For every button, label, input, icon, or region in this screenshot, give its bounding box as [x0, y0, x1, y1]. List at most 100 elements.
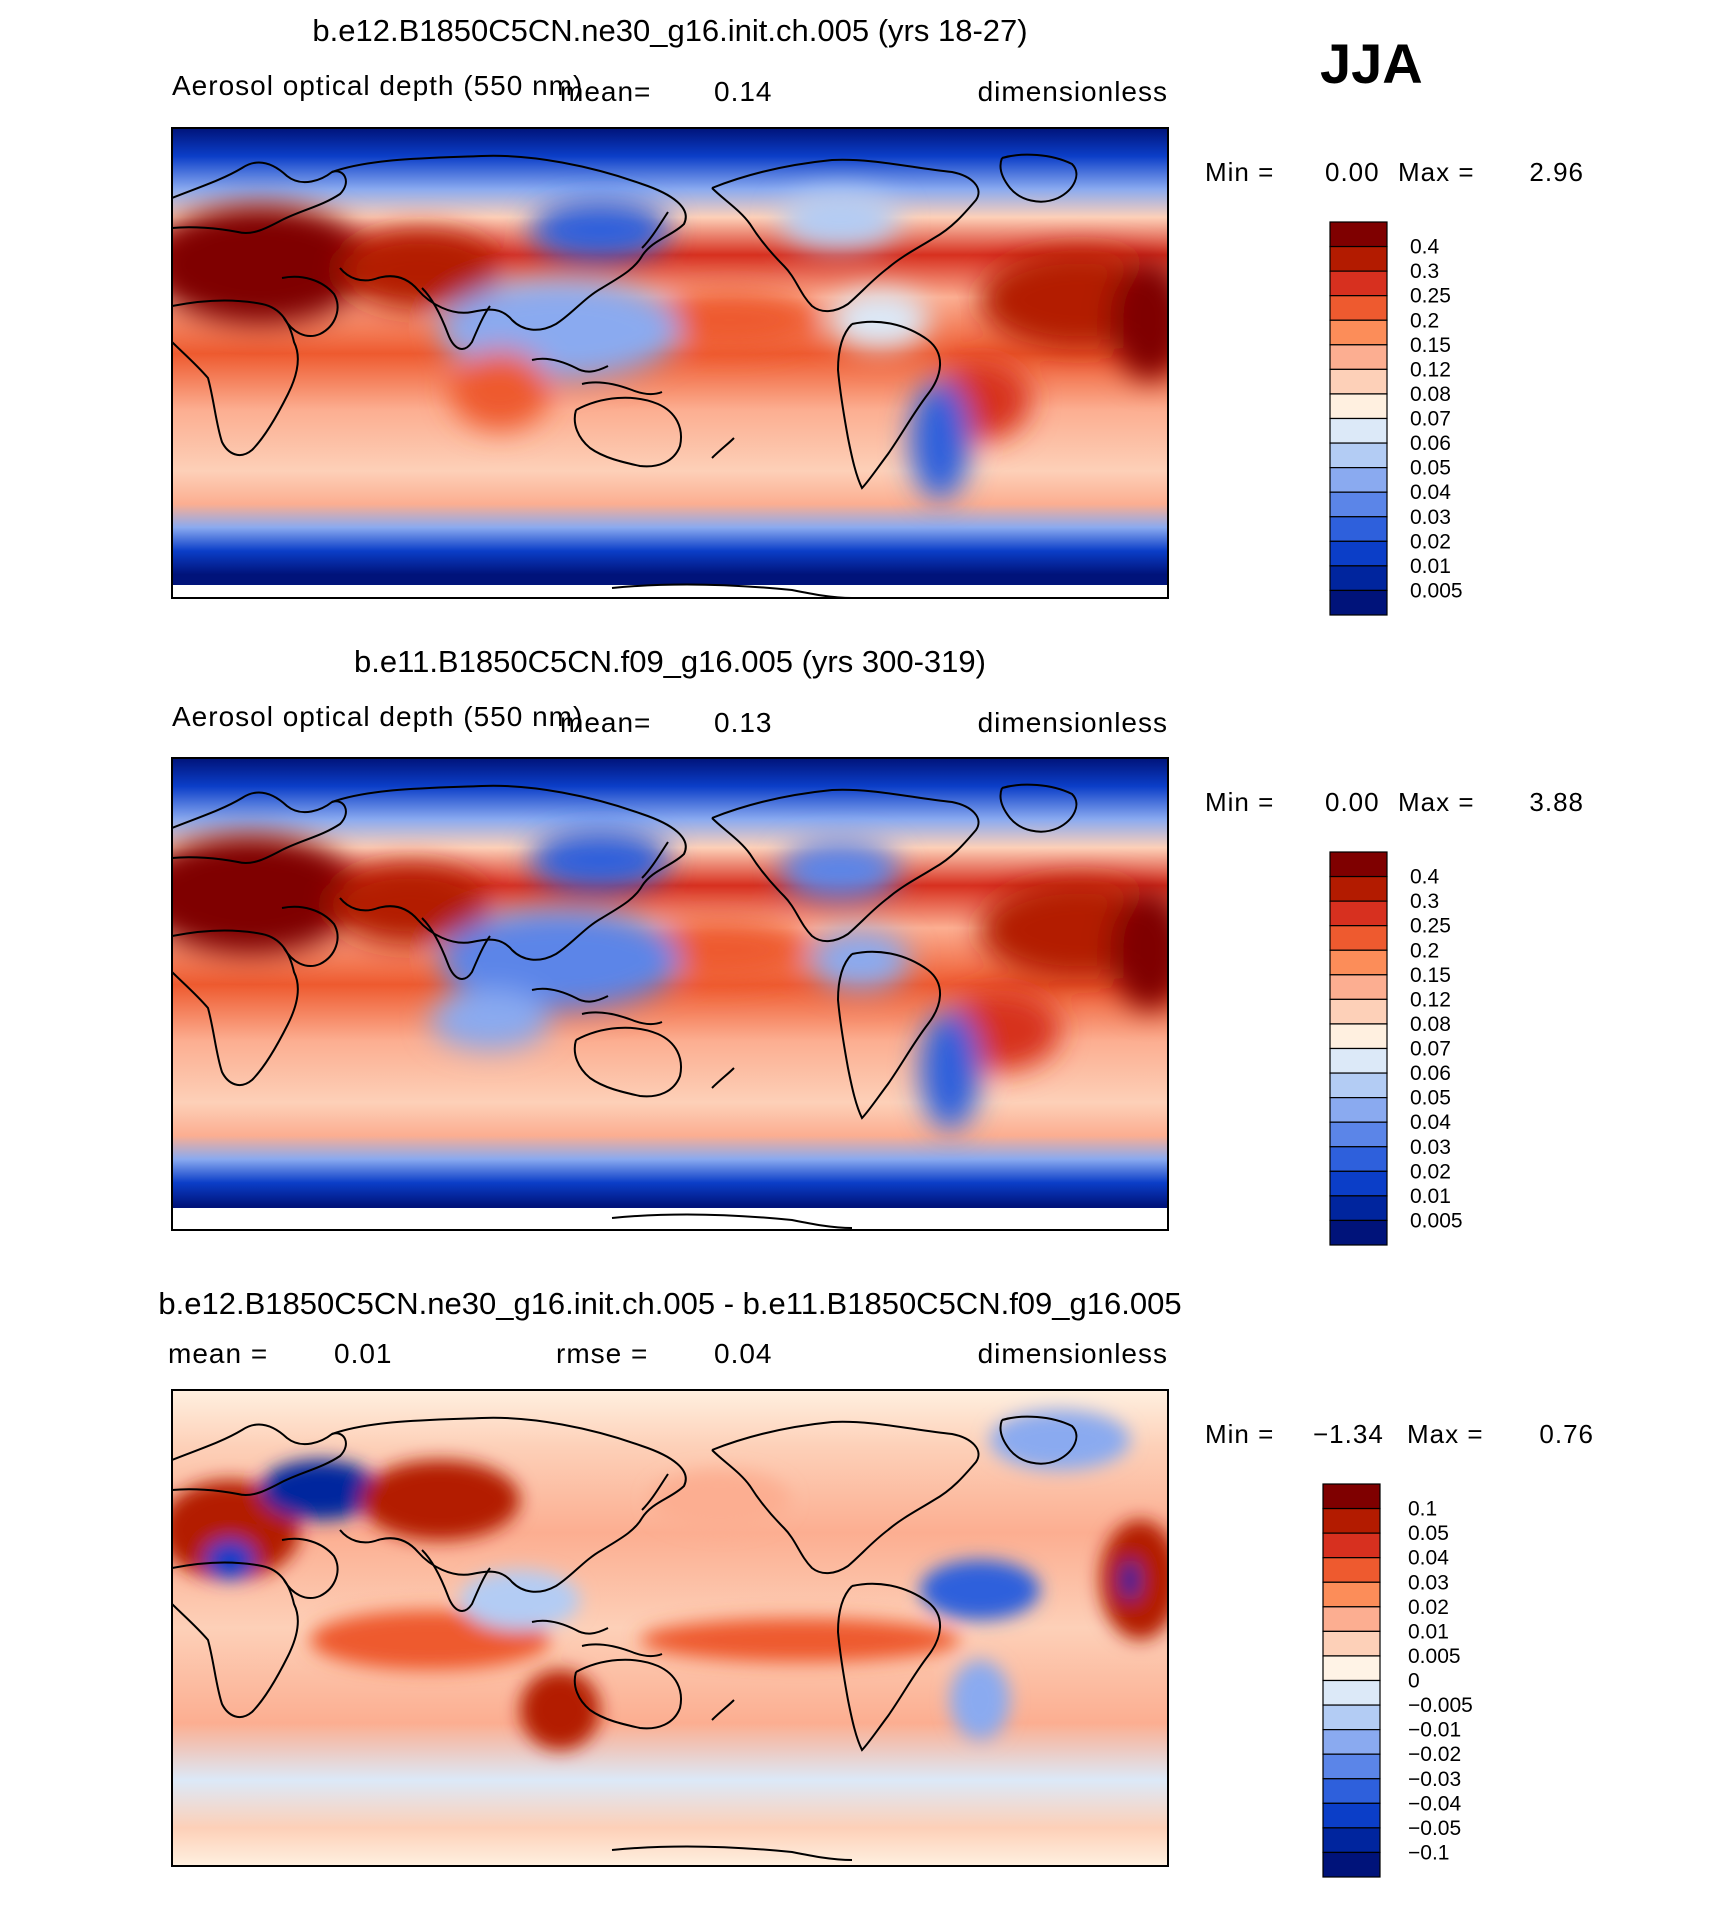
panel-3-mean-label: mean = [168, 1338, 268, 1369]
colorbar-label: 0.05 [1408, 1522, 1449, 1545]
panel-2-title: b.e11.B1850C5CN.f09_g16.005 (yrs 300-319… [354, 644, 986, 679]
colorbar-swatch [1329, 1170, 1388, 1197]
panel-2-min-label: Min = [1205, 787, 1274, 817]
colorbar-label: 0.3 [1410, 890, 1439, 913]
colorbar-swatch [1329, 1097, 1388, 1123]
colorbar-label: −0.02 [1408, 1743, 1461, 1766]
panel-2: b.e11.B1850C5CN.f09_g16.005 (yrs 300-319… [171, 644, 1584, 1246]
colorbar-label: 0.3 [1410, 260, 1439, 283]
panel-1-mean-label: mean= [560, 76, 651, 107]
panel-1-map [172, 128, 1168, 598]
panel-2-mean-value: 0.13 [714, 707, 773, 738]
panel-1-frame [171, 127, 1169, 599]
colorbar-label: 0.08 [1410, 1013, 1451, 1036]
colorbar-swatch [1329, 875, 1388, 902]
colorbar-swatch [1322, 1802, 1381, 1829]
colorbar-label: 0.03 [1410, 506, 1451, 529]
colorbar-swatch [1322, 1507, 1381, 1534]
panel-3-title: b.e12.B1850C5CN.ne30_g16.init.ch.005 - b… [158, 1286, 1181, 1321]
colorbar-label: 0.005 [1410, 579, 1463, 602]
colorbar-label: 0.01 [1410, 555, 1451, 578]
colorbar-label: 0.12 [1410, 358, 1451, 381]
colorbar-swatch [1329, 1219, 1388, 1246]
panel-2-units: dimensionless [978, 707, 1168, 738]
colorbar-swatch [1322, 1704, 1381, 1731]
colorbar-label: 0.04 [1408, 1547, 1449, 1570]
colorbar-swatch [1329, 417, 1388, 444]
colorbar-label: −0.03 [1408, 1768, 1461, 1791]
colorbar-label: 0.03 [1410, 1136, 1451, 1159]
panel-2-max-value: 3.88 [1529, 787, 1584, 817]
colorbar-swatch [1329, 1146, 1388, 1172]
colorbar-swatch [1329, 516, 1388, 542]
panel-1-max-value: 2.96 [1529, 157, 1584, 187]
colorbar-swatch [1329, 1121, 1388, 1148]
colorbar-label: 0.04 [1410, 1111, 1451, 1134]
colorbar-label: 0.02 [1408, 1596, 1449, 1619]
panel-3-max-label: Max = [1407, 1419, 1484, 1449]
colorbar-label: 0.06 [1410, 1062, 1451, 1085]
panel-1-variable: Aerosol optical depth (550 nm) [172, 70, 583, 101]
colorbar-label: 0.05 [1410, 1087, 1451, 1110]
panel-3-units: dimensionless [978, 1338, 1168, 1369]
panel-2-max-label: Max = [1398, 787, 1475, 817]
colorbar-swatch [1329, 565, 1388, 592]
colorbar-swatch [1329, 540, 1388, 567]
panel-3-rmse-label: rmse = [556, 1338, 648, 1369]
colorbar-label: 0.01 [1410, 1185, 1451, 1208]
colorbar-label: −0.04 [1408, 1792, 1461, 1815]
colorbar-swatch [1322, 1630, 1381, 1657]
panel-3-mean-value: 0.01 [334, 1338, 393, 1369]
colorbar-swatch [1322, 1557, 1381, 1583]
colorbar-label: 0.01 [1408, 1620, 1449, 1643]
colorbar-swatch [1322, 1851, 1381, 1878]
panel-1-mean-value: 0.14 [714, 76, 773, 107]
colorbar-swatch [1329, 442, 1388, 469]
colorbar-swatch [1322, 1606, 1381, 1632]
panel-3-colorbar: 0.10.050.040.030.020.010.0050−0.005−0.01… [1322, 1483, 1473, 1878]
panel-1-min-label: Min = [1205, 157, 1274, 187]
colorbar-label: 0.12 [1410, 988, 1451, 1011]
colorbar-label: 0.25 [1410, 285, 1451, 308]
panel-3-min-value: −1.34 [1313, 1419, 1384, 1449]
panel-1-units: dimensionless [978, 76, 1168, 107]
colorbar-swatch [1329, 1023, 1388, 1050]
colorbar-swatch [1329, 245, 1388, 272]
colorbar-label: 0.02 [1410, 530, 1451, 553]
colorbar-label: 0.4 [1410, 236, 1440, 259]
colorbar-swatch [1329, 949, 1388, 976]
colorbar-label: 0.15 [1410, 334, 1451, 357]
colorbar-label: 0.005 [1408, 1645, 1461, 1668]
colorbar-swatch [1329, 295, 1388, 321]
colorbar-label: 0.2 [1410, 939, 1439, 962]
season-label: JJA [1320, 32, 1423, 95]
colorbar-label: −0.05 [1408, 1817, 1461, 1840]
colorbar-label: 0.02 [1410, 1160, 1451, 1183]
colorbar-label: 0 [1408, 1670, 1420, 1693]
colorbar-swatch [1329, 393, 1388, 420]
panel-1-max-label: Max = [1398, 157, 1475, 187]
colorbar-label: 0.03 [1408, 1571, 1449, 1594]
panel-2-map [172, 758, 1168, 1230]
panel-3-max-value: 0.76 [1539, 1419, 1594, 1449]
colorbar-swatch [1322, 1778, 1381, 1804]
colorbar-swatch [1329, 925, 1388, 951]
colorbar-swatch [1322, 1729, 1381, 1755]
colorbar-swatch [1329, 270, 1388, 297]
colorbar-swatch [1322, 1753, 1381, 1780]
colorbar-swatch [1322, 1532, 1381, 1559]
colorbar-swatch [1322, 1679, 1381, 1706]
colorbar-label: 0.08 [1410, 383, 1451, 406]
colorbar-label: 0.25 [1410, 915, 1451, 938]
colorbar-swatch [1329, 1072, 1388, 1099]
colorbar-swatch [1329, 851, 1388, 878]
panel-2-colorbar: 0.40.30.250.20.150.120.080.070.060.050.0… [1329, 851, 1463, 1246]
colorbar-swatch [1329, 998, 1388, 1025]
colorbar-swatch [1329, 1047, 1388, 1074]
colorbar-label: 0.15 [1410, 964, 1451, 987]
panel-2-min-value: 0.00 [1325, 787, 1380, 817]
colorbar-label: 0.06 [1410, 432, 1451, 455]
colorbar-label: −0.01 [1408, 1719, 1461, 1742]
colorbar-label: 0.2 [1410, 309, 1439, 332]
